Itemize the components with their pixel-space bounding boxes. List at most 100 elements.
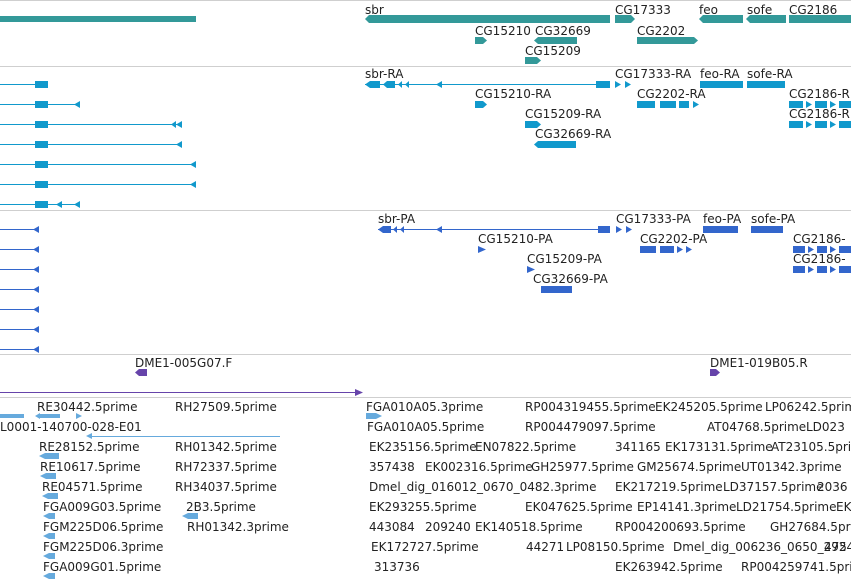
track-divider <box>0 354 851 355</box>
protein-label-cg2186-p1: CG2186- <box>793 232 846 246</box>
transcript-exons-sbr-ra[interactable] <box>365 81 411 88</box>
est-label: RE10617.5prime <box>40 460 141 474</box>
transcript-exon[interactable] <box>35 81 48 88</box>
protein-label-sbr-pa: sbr-PA <box>378 212 416 226</box>
gene-feature-cg15209[interactable] <box>525 57 541 64</box>
est-feature[interactable] <box>86 433 94 439</box>
transcript-exon[interactable] <box>35 181 48 188</box>
transcript-label-cg32669-ra: CG32669-RA <box>535 127 612 141</box>
clone-feature-dme1-019b05[interactable] <box>710 369 720 376</box>
protein-feature[interactable] <box>33 286 39 293</box>
transcript-label-sbr-ra: sbr-RA <box>365 67 404 81</box>
protein-line <box>0 349 38 350</box>
est-label: UT01342.3prime <box>741 460 842 474</box>
protein-label-cg15210-pa: CG15210-PA <box>478 232 553 246</box>
protein-feature-sbr-pa[interactable] <box>378 226 408 233</box>
est-label: EK172727.5prime <box>371 540 479 554</box>
transcript-exon-cg15210-ra[interactable] <box>475 101 487 108</box>
protein-feature-cg15210-pa[interactable] <box>478 246 486 253</box>
est-feature[interactable] <box>43 553 55 559</box>
protein-feature-cg2186-p2[interactable] <box>793 266 851 273</box>
transcript-exon-end[interactable] <box>74 101 80 108</box>
est-label: GM25674.5prime <box>637 460 742 474</box>
transcript-exon[interactable] <box>35 161 48 168</box>
transcript-exons-cg2186-r2[interactable] <box>789 121 851 128</box>
transcript-exon[interactable] <box>35 141 48 148</box>
transcript-intron <box>0 84 48 85</box>
est-label: LD21754.5prime <box>736 500 837 514</box>
gene-feature[interactable] <box>0 16 196 22</box>
gene-feature-cg15210[interactable] <box>475 37 487 44</box>
transcript-label-cg15209-ra: CG15209-RA <box>525 107 602 121</box>
transcript-exon-end[interactable] <box>171 121 182 128</box>
transcript-exon-feo-ra[interactable] <box>700 81 743 88</box>
transcript-exon-cg15209-ra[interactable] <box>525 121 541 128</box>
gene-feature-feo[interactable] <box>699 15 743 23</box>
transcript-exon-end[interactable] <box>190 161 196 168</box>
est-label: RH72337.5prime <box>175 460 277 474</box>
est-feature[interactable] <box>43 513 55 519</box>
transcript-intron <box>0 184 196 185</box>
est-feature[interactable] <box>43 573 55 579</box>
gene-feature-cg17333[interactable] <box>615 15 635 23</box>
gene-label-cg15209: CG15209 <box>525 44 581 58</box>
est-feature[interactable] <box>39 453 59 459</box>
protein-feature-feo-pa[interactable] <box>703 226 738 233</box>
transcript-exon-end[interactable] <box>176 141 182 148</box>
gene-feature-sbr[interactable] <box>365 15 610 23</box>
transcript-exon[interactable] <box>35 201 48 208</box>
protein-feature[interactable] <box>33 346 39 353</box>
protein-feature[interactable] <box>33 306 39 313</box>
protein-label-cg2186-p2: CG2186- <box>793 252 846 266</box>
gene-label-cg15210: CG15210 <box>475 24 531 38</box>
est-feature[interactable] <box>43 533 55 539</box>
clone-feature-dme1-005g07[interactable] <box>135 369 147 376</box>
protein-feature[interactable] <box>33 246 39 253</box>
transcript-exon-sofe-ra[interactable] <box>747 81 785 88</box>
protein-feature-cg15209-pa[interactable] <box>527 266 535 273</box>
transcript-exon[interactable] <box>35 121 48 128</box>
track-divider <box>0 66 851 67</box>
transcript-intron <box>0 144 180 145</box>
est-feature[interactable] <box>0 413 96 419</box>
protein-feature[interactable] <box>33 266 39 273</box>
protein-feature[interactable] <box>33 326 39 333</box>
transcript-exon-end[interactable] <box>190 181 196 188</box>
protein-feature-cg32669-pa[interactable] <box>541 286 572 293</box>
est-label: RP004479097.5prime <box>525 420 656 434</box>
est-label: EK2 <box>836 500 851 514</box>
est-label: 357438 <box>369 460 415 474</box>
protein-feature-cg2186-p1[interactable] <box>793 246 851 253</box>
transcript-exon-end[interactable] <box>56 201 80 208</box>
transcript-exon-cg17333-ra[interactable] <box>615 81 635 88</box>
protein-feature-sofe-pa[interactable] <box>751 226 783 233</box>
gene-feature-cg32669[interactable] <box>534 37 577 44</box>
transcript-exon-cg32669-ra[interactable] <box>534 141 576 148</box>
gene-feature-cg2186[interactable] <box>789 15 851 23</box>
protein-feature[interactable] <box>33 226 39 233</box>
est-label: EK173131.5prime <box>665 440 773 454</box>
gene-feature-sofe[interactable] <box>746 15 786 23</box>
gene-label-sofe: sofe <box>747 3 773 17</box>
gene-feature-cg2202[interactable] <box>637 37 698 44</box>
transcript-exons-cg2186-r1[interactable] <box>789 101 851 108</box>
est-label: EK047625.5prime <box>525 500 633 514</box>
transcript-intron <box>0 124 180 125</box>
transcript-exons-cg2202-ra[interactable] <box>637 101 699 108</box>
est-feature[interactable] <box>40 473 56 479</box>
est-label: RH27509.5prime <box>175 400 277 414</box>
est-feature[interactable] <box>366 413 382 419</box>
gene-label-cg17333: CG17333 <box>615 3 671 17</box>
est-label: Dmel_dig_006236_0650_2924.3prime <box>673 540 851 554</box>
est-label: EK002316.5prime <box>425 460 533 474</box>
protein-feature-cg17333-pa[interactable] <box>616 226 636 233</box>
gene-label-cg32669: CG32669 <box>535 24 591 38</box>
transcript-exon[interactable] <box>35 101 48 108</box>
est-feature[interactable] <box>42 493 58 499</box>
protein-line <box>0 309 38 310</box>
est-feature[interactable] <box>182 513 198 519</box>
protein-feature <box>598 226 610 233</box>
transcript-exon <box>596 81 610 88</box>
protein-feature-cg2202-pa[interactable] <box>640 246 692 253</box>
est-label: FGA009G01.5prime <box>43 560 162 574</box>
